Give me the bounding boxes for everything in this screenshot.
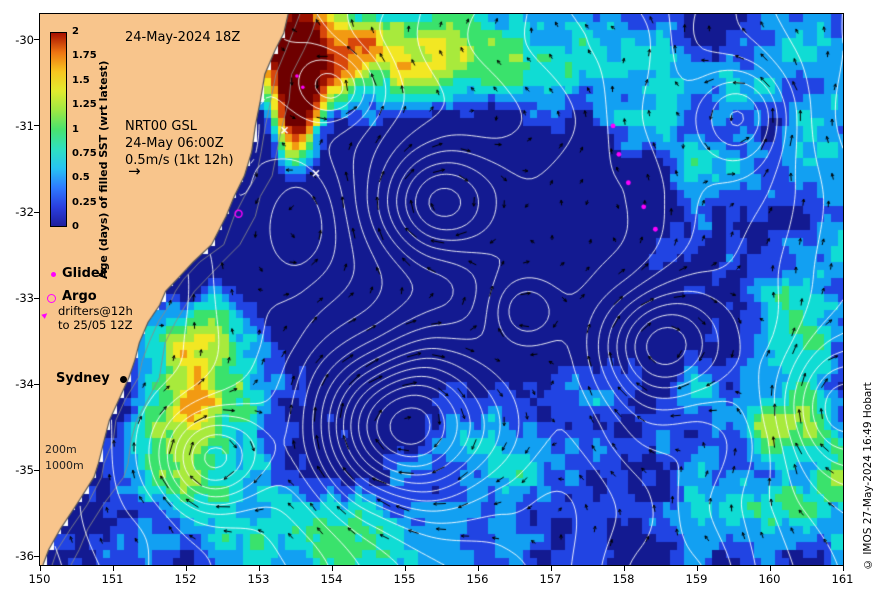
- colorbar-tick: 0.25: [72, 196, 97, 208]
- x-tick-label: 157: [539, 572, 562, 586]
- x-tick-label: 159: [685, 572, 708, 586]
- x-tick-mark: [258, 566, 260, 571]
- y-tick-label: -35: [15, 463, 34, 478]
- legend-drifters-line2: to 25/05 12Z: [58, 318, 133, 332]
- x-tick-mark: [769, 566, 771, 571]
- glider-marker-icon: [51, 272, 56, 277]
- colorbar-tick: 1.5: [72, 74, 90, 86]
- x-tick-label: 153: [247, 572, 270, 586]
- x-tick-label: 150: [28, 572, 51, 586]
- credit-text: © IMOS 27-May-2024 16:49 Hobart: [862, 382, 874, 570]
- argo-marker-icon: [47, 294, 56, 303]
- info-velocity-scale: 0.5m/s (1kt 12h): [125, 153, 234, 168]
- info-model: NRT00 GSL: [125, 119, 197, 134]
- isobath-label-1000m: 1000m: [45, 459, 84, 472]
- colorbar-tick: 1.25: [72, 99, 97, 111]
- city-label: Sydney: [56, 371, 110, 386]
- colorbar-tick: 0.5: [72, 172, 90, 184]
- colorbar-tick: 2: [72, 26, 79, 37]
- legend-drifters-line1: drifters@12h: [58, 304, 133, 318]
- colorbar-label: Age (days) of filled SST (wrt latest): [97, 60, 110, 279]
- colorbar: 2 1.75 1.5 1.25 1 0.75 0.5 0.25 0 Age (days) of …: [50, 26, 160, 279]
- x-tick-mark: [112, 566, 114, 571]
- colorbar-tick: 1.75: [72, 50, 97, 62]
- x-tick-label: 154: [320, 572, 343, 586]
- x-tick-mark: [477, 566, 479, 571]
- x-tick-label: 160: [758, 572, 781, 586]
- y-tick-label: -33: [15, 291, 34, 306]
- y-tick-label: -34: [15, 377, 34, 392]
- x-tick-mark: [696, 566, 698, 571]
- info-box: NRT00 GSL 24-May 06:00Z 0.5m/s (1kt 12h): [125, 118, 234, 169]
- y-tick-label: -36: [15, 549, 34, 564]
- x-tick-label: 158: [612, 572, 635, 586]
- y-tick-label: -30: [15, 32, 34, 47]
- x-tick-label: 161: [831, 572, 854, 586]
- map-title: 24-May-2024 18Z: [125, 30, 241, 45]
- x-tick-mark: [331, 566, 333, 571]
- isobath-label-200m: 200m: [45, 443, 77, 456]
- info-valid-time: 24-May 06:00Z: [125, 136, 224, 151]
- legend-glider-label: Glider: [62, 266, 107, 281]
- legend-argo-label: Argo: [62, 289, 97, 304]
- x-tick-mark: [623, 566, 625, 571]
- colorbar-tick: 0: [72, 221, 79, 232]
- x-tick-label: 151: [101, 572, 124, 586]
- x-tick-mark: [842, 566, 844, 571]
- x-tick-mark: [404, 566, 406, 571]
- y-tick-label: -32: [15, 205, 34, 219]
- x-tick-label: 156: [466, 572, 489, 586]
- map-plot: 24-May-2024 18Z NRT00 GSL 24-May 06:00Z …: [38, 13, 844, 566]
- colorbar-gradient: [50, 32, 67, 227]
- colorbar-tick: 0.75: [72, 147, 97, 159]
- y-tick-label: -31: [15, 118, 34, 133]
- velocity-scale-arrow-icon: →: [128, 162, 141, 180]
- x-tick-mark: [550, 566, 552, 571]
- colorbar-tick: 1: [72, 123, 79, 135]
- city-marker: [120, 376, 127, 383]
- x-tick-label: 155: [393, 572, 416, 586]
- x-tick-mark: [185, 566, 187, 571]
- x-tick-label: 152: [174, 572, 197, 586]
- map-canvas: [40, 14, 843, 565]
- x-tick-mark: [39, 566, 41, 571]
